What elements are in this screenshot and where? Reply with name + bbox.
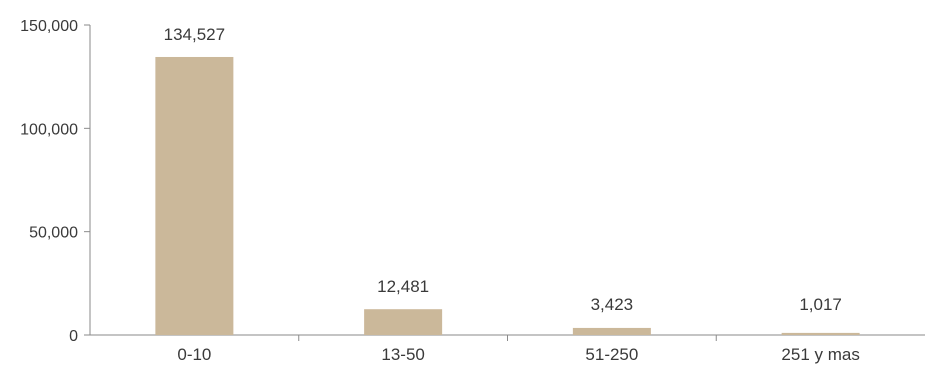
bars bbox=[155, 56, 860, 335]
data-label: 12,481 bbox=[377, 277, 429, 296]
bar-13-50 bbox=[364, 309, 443, 335]
y-axis: 0 50,000 100,000 150,000 bbox=[20, 18, 91, 345]
x-tick-label: 251 y mas bbox=[781, 345, 859, 364]
y-tick-label: 150,000 bbox=[20, 18, 78, 35]
y-tick-label: 0 bbox=[69, 328, 78, 345]
data-label: 134,527 bbox=[164, 25, 225, 44]
y-tick-label: 100,000 bbox=[20, 121, 78, 138]
data-labels: 134,527 12,481 3,423 1,017 bbox=[164, 25, 842, 314]
data-label: 3,423 bbox=[591, 295, 634, 314]
x-axis: 0-10 13-50 51-250 251 y mas bbox=[90, 334, 925, 364]
bar-51-250 bbox=[572, 327, 651, 335]
data-label: 1,017 bbox=[799, 295, 842, 314]
x-tick-label: 13-50 bbox=[381, 345, 424, 364]
x-tick-label: 51-250 bbox=[585, 345, 638, 364]
bar-0-10 bbox=[155, 56, 234, 335]
x-tick-label: 0-10 bbox=[177, 345, 211, 364]
bar-251-y-mas bbox=[781, 332, 860, 335]
y-tick-label: 50,000 bbox=[29, 225, 78, 242]
